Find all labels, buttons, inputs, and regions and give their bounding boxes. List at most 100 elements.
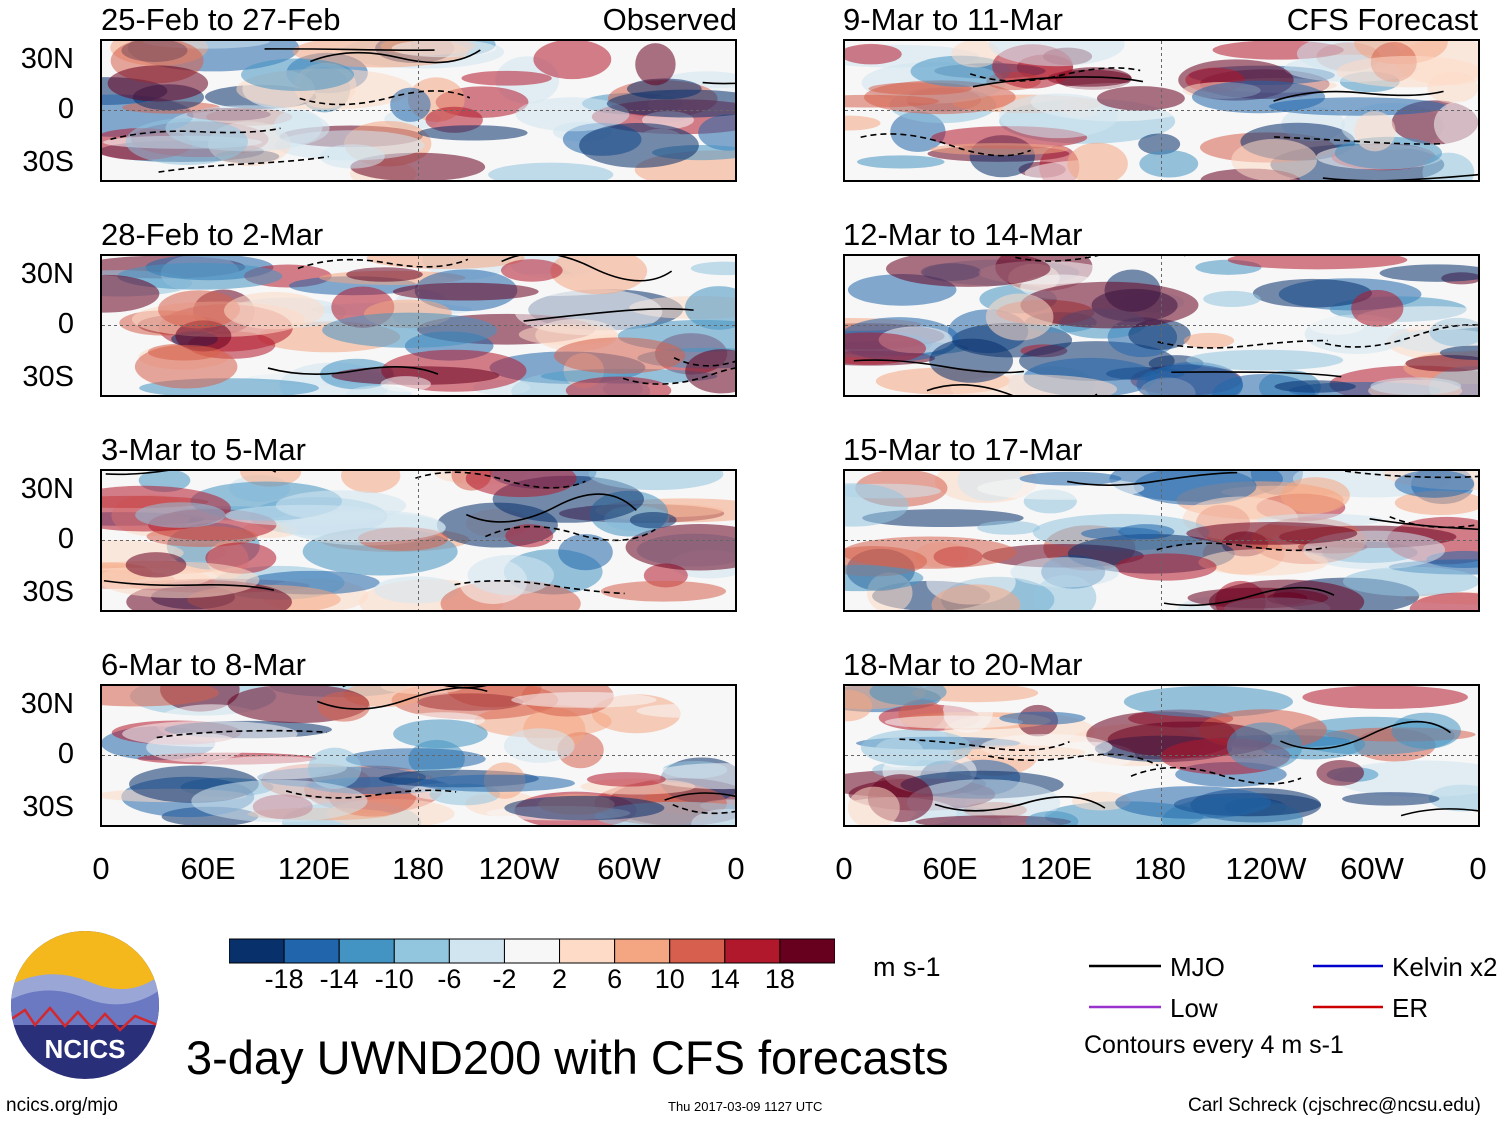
anomaly-blob: [511, 691, 657, 708]
colorbar-swatch: [669, 938, 726, 964]
anomaly-blob: [366, 256, 525, 269]
anomaly-blob: [390, 87, 431, 122]
anomaly-blob: [1010, 557, 1120, 588]
mjo-contour: [622, 367, 735, 385]
anomaly-blob: [845, 536, 1017, 569]
anomaly-blob: [845, 43, 902, 65]
anomaly-blob: [515, 97, 630, 132]
anomaly-blob: [1226, 722, 1303, 770]
colorbar-swatch: [779, 938, 835, 964]
anomaly-blob: [1198, 549, 1329, 576]
mjo-contour: [299, 90, 471, 106]
anomaly-blob: [146, 525, 258, 547]
anomaly-blob: [1123, 686, 1293, 718]
anomaly-blob: [1394, 471, 1475, 498]
anomaly-blob: [308, 747, 362, 789]
colorbar-swatch: [724, 938, 781, 964]
mjo-contour: [485, 525, 656, 542]
anomaly-blob: [999, 711, 1086, 725]
anomaly-blob: [1081, 527, 1161, 541]
anomaly-blob: [1019, 471, 1122, 486]
anomaly-field: [102, 686, 735, 825]
anomaly-blob: [1209, 579, 1365, 610]
y-tick-label: 30N: [20, 43, 74, 75]
anomaly-blob: [416, 774, 575, 792]
anomaly-blob: [690, 261, 735, 276]
anomaly-blob: [1231, 139, 1317, 180]
anomaly-field: [845, 41, 1478, 180]
website-link[interactable]: ncics.org/mjo: [6, 1095, 118, 1116]
anomaly-blob: [989, 41, 1125, 67]
anomaly-blob: [845, 483, 909, 527]
anomaly-blob: [1302, 686, 1468, 709]
logo-text: NCICS: [45, 1034, 126, 1064]
anomaly-field: [845, 471, 1478, 610]
mjo-contour: [860, 133, 1031, 157]
anomaly-blob: [1391, 712, 1461, 749]
anomaly-blob: [319, 144, 385, 169]
anomaly-blob: [977, 520, 1040, 535]
anomaly-blob: [1439, 345, 1478, 360]
anomaly-blob: [906, 779, 1061, 825]
anomaly-blob: [122, 720, 298, 747]
anomaly-blob: [1025, 811, 1079, 825]
x-tick-label: 180: [392, 851, 444, 886]
timestamp: Thu 2017-03-09 1127 UTC: [668, 1099, 823, 1114]
anomaly-blob: [579, 122, 699, 168]
mjo-contour: [1274, 136, 1445, 145]
panel-title: 18-Mar to 20-Mar: [843, 647, 1083, 682]
anomaly-blob: [1138, 133, 1181, 155]
x-tick-label: 60W: [597, 851, 661, 886]
anomaly-field: [845, 686, 1478, 825]
anomaly-blob: [1067, 142, 1128, 180]
colorbar-tick-label: 18: [764, 964, 795, 994]
mjo-contour: [285, 789, 457, 799]
mjo-contour: [158, 155, 329, 173]
colorbar-tick-label: 2: [552, 964, 568, 994]
map-panel-fcst-2: [843, 254, 1480, 397]
anomaly-blob: [465, 471, 577, 498]
x-tick-label: 0: [835, 851, 853, 886]
anomaly-blob: [125, 118, 249, 165]
y-tick-label: 30S: [22, 791, 74, 823]
x-tick-label: 0: [1469, 851, 1487, 886]
anomaly-blob: [391, 41, 497, 58]
anomaly-blob: [503, 728, 575, 764]
mjo-contour: [297, 258, 469, 270]
panel-title: 9-Mar to 11-Mar: [843, 2, 1063, 37]
colorbar-tick-label: -18: [264, 964, 304, 994]
mjo-contour: [969, 67, 1141, 82]
x-tick-label: 0: [727, 851, 745, 886]
anomaly-blob: [886, 256, 1051, 287]
anomaly-blob: [929, 143, 1069, 156]
anomaly-blob: [698, 114, 735, 151]
anomaly-blob: [102, 686, 220, 707]
anomaly-blob: [600, 580, 727, 602]
anomaly-blob: [635, 43, 676, 86]
anomaly-blob: [636, 703, 730, 718]
mjo-contour: [1157, 339, 1328, 349]
legend-label-kelvin: Kelvin x2: [1392, 952, 1498, 982]
anomaly-blob: [951, 41, 1001, 68]
anomaly-blob: [565, 376, 672, 395]
anomaly-blob: [1370, 377, 1462, 395]
anomaly-blob: [107, 65, 209, 102]
x-tick-label: 120E: [277, 851, 351, 886]
map-panel-fcst-4: [843, 684, 1480, 827]
colorbar-swatch: [283, 938, 340, 964]
anomaly-blob: [558, 534, 613, 571]
anomaly-blob: [845, 689, 873, 722]
author-credit: Carl Schreck (cjschrec@ncsu.edu): [1188, 1095, 1481, 1116]
anomaly-blob: [845, 332, 927, 365]
mjo-contour: [926, 383, 1098, 395]
mjo-contour: [415, 471, 586, 489]
anomaly-field: [102, 256, 735, 395]
anomaly-blob: [1409, 592, 1478, 610]
y-tick-label: 30N: [20, 258, 74, 290]
anomaly-blob: [224, 504, 388, 527]
anomaly-blob: [929, 338, 1014, 383]
mjo-contour: [310, 49, 481, 64]
anomaly-blob: [380, 686, 465, 695]
map-panel-obs-4: [100, 684, 737, 827]
x-tick-label: 60E: [180, 851, 236, 886]
